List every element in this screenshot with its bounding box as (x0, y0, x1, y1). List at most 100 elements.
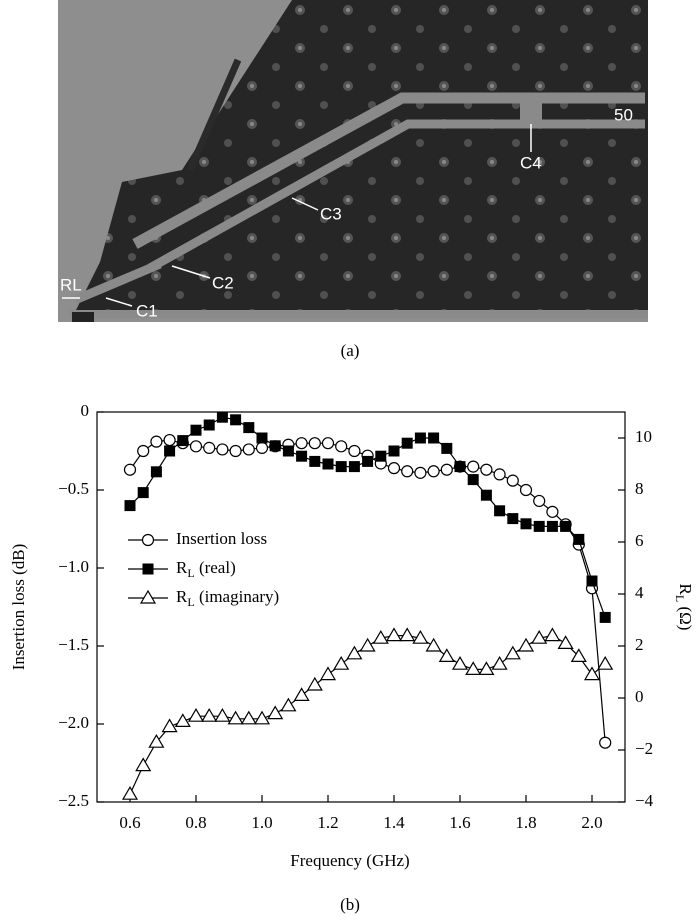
marker (388, 445, 400, 457)
legend-marker (139, 589, 157, 604)
legend-marker (141, 533, 155, 547)
marker (557, 635, 574, 650)
trace (132, 92, 645, 249)
marker (494, 505, 506, 517)
y2-tick-label: 4 (635, 583, 644, 602)
marker (467, 460, 480, 473)
pad (520, 100, 542, 124)
marker (597, 656, 614, 670)
marker (256, 432, 268, 444)
marker (359, 637, 376, 652)
trace (73, 259, 162, 305)
marker (240, 710, 257, 725)
marker (321, 437, 335, 450)
marker (401, 437, 413, 449)
x-tick-label: 1.6 (449, 813, 470, 832)
label-arrows (62, 124, 532, 307)
marker (531, 630, 548, 644)
marker (164, 445, 176, 457)
pcb-label: C1 (136, 301, 158, 320)
y-tick-label: −2.5 (58, 791, 89, 810)
stub (186, 58, 242, 172)
marker (230, 414, 242, 426)
marker (491, 656, 508, 670)
marker (441, 442, 453, 454)
marker (451, 656, 469, 670)
marker (227, 710, 244, 725)
marker (137, 487, 149, 499)
trace (147, 119, 645, 272)
x-tick-label: 1.0 (251, 813, 272, 832)
marker (399, 627, 416, 642)
marker (504, 645, 521, 660)
marker (253, 710, 271, 725)
marker (189, 440, 203, 453)
marker (454, 461, 466, 473)
marker (573, 533, 585, 545)
marker (306, 676, 323, 691)
marker (440, 463, 453, 476)
marker (319, 666, 337, 681)
marker (412, 630, 429, 644)
caption: (a) (341, 341, 360, 360)
marker (243, 422, 255, 434)
marker (348, 444, 361, 458)
marker (520, 518, 532, 530)
marker (333, 656, 350, 670)
x-axis-label: Frequency (GHz) (290, 851, 409, 870)
marker (519, 483, 533, 497)
marker (387, 462, 401, 475)
marker (177, 435, 189, 447)
marker (493, 468, 506, 481)
marker (506, 474, 519, 487)
marker (229, 444, 242, 458)
pcb-label: C2 (212, 273, 234, 292)
y-tick-label: −2.0 (58, 713, 89, 732)
y2-tick-label: 6 (635, 531, 644, 550)
pcb-label: RL (60, 275, 82, 294)
marker (174, 713, 191, 728)
marker (401, 465, 414, 478)
y2-tick-label: 10 (635, 427, 652, 446)
plot-frame (96, 411, 626, 803)
marker (135, 757, 152, 772)
marker (280, 697, 297, 712)
marker (293, 687, 310, 702)
marker (385, 627, 403, 642)
marker (190, 424, 202, 436)
marker (216, 443, 229, 456)
x-tick-label: 1.4 (383, 813, 405, 832)
marker (214, 708, 231, 722)
marker (121, 786, 139, 800)
marker (322, 458, 334, 470)
marker (308, 437, 321, 450)
x-tick-label: 0.8 (185, 813, 206, 832)
marker (296, 450, 308, 462)
legend-label: RL (imaginary) (176, 587, 279, 609)
marker (507, 513, 519, 525)
marker (583, 666, 601, 681)
marker (467, 474, 479, 486)
marker (216, 411, 228, 423)
x-tick-label: 1.2 (317, 813, 338, 832)
y-tick-label: −1.0 (58, 557, 89, 576)
marker (517, 637, 535, 652)
marker (375, 450, 387, 462)
marker (309, 455, 321, 467)
marker (295, 437, 308, 450)
marker (427, 465, 440, 478)
marker (546, 505, 559, 518)
y-tick-label: −1.5 (58, 635, 89, 654)
marker (161, 718, 178, 733)
y2-tick-label: 2 (635, 635, 644, 654)
ground-plane (72, 0, 648, 318)
marker (599, 611, 611, 623)
marker (203, 419, 215, 431)
marker (544, 627, 561, 642)
caption: (b) (340, 895, 360, 914)
marker (150, 435, 163, 448)
legend-marker (142, 563, 154, 575)
marker (480, 463, 493, 476)
marker (255, 441, 269, 454)
